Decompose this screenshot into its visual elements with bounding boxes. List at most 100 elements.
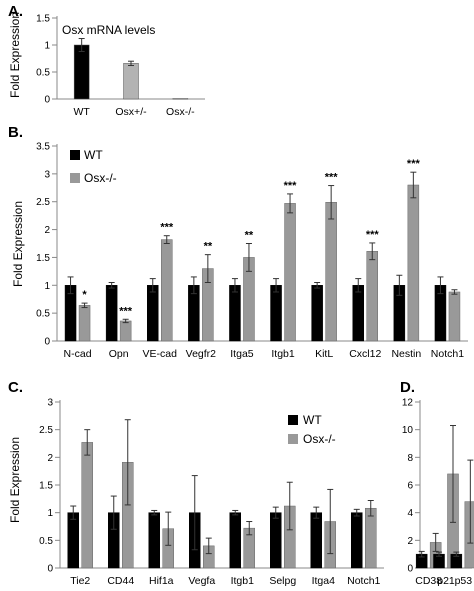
y-tick-label-c-1: 0.5	[39, 536, 53, 547]
panel-b: B. Fold Expression 00.511.522.533.5 ****…	[8, 124, 468, 360]
legend-label-ko-c: Osx-/-	[303, 432, 336, 446]
x-tick-label-b-6: KitL	[315, 348, 333, 360]
legend-swatch-wt-c	[288, 415, 298, 425]
x-tick-label-b-9: Notch1	[431, 348, 464, 360]
bar-b-s0-4	[229, 285, 241, 342]
x-tick-label-b-0: N-cad	[64, 348, 92, 360]
panel-a: A. Fold Expression 0 0.5 1 1.5 Osx mRNA lev…	[8, 3, 205, 118]
y-tick-label-b-7: 3.5	[36, 142, 50, 153]
x-tick-label-a-0: WT	[74, 106, 91, 118]
y-tick-label-b-4: 2	[44, 225, 50, 236]
bar-c-s0-6	[310, 512, 322, 569]
significance-mark-b-4: **	[245, 230, 254, 242]
y-axis-label-c: Fold Expression	[8, 437, 22, 523]
y-tick-label-d-2: 4	[407, 508, 413, 519]
y-tick-label-d-5: 10	[402, 425, 414, 436]
bar-a-1	[123, 63, 139, 100]
x-tick-label-a-2: Osx-/-	[166, 106, 195, 118]
x-tick-label-c-2: Hif1a	[149, 575, 174, 587]
bar-b-s1-2	[161, 239, 173, 342]
bar-c-s0-0	[67, 512, 79, 569]
x-tick-label-d-2: p53	[455, 575, 473, 587]
y-tick-label-b-5: 2.5	[36, 197, 50, 208]
bar-b-s0-5	[270, 285, 282, 342]
significance-mark-b-2: ***	[160, 222, 174, 234]
bar-b-s0-1	[105, 285, 118, 342]
panel-letter-c: C.	[8, 379, 23, 396]
significance-mark-b-6: ***	[325, 172, 339, 184]
bar-c-s1-0	[81, 442, 93, 569]
bar-b-s0-6	[311, 285, 323, 342]
bar-b-s1-5	[284, 203, 296, 342]
y-tick-label-d-6: 12	[402, 398, 414, 409]
x-tick-label-b-1: Opn	[109, 348, 129, 360]
legend-swatch-wt	[70, 150, 80, 160]
x-tick-label-b-3: Vegfr2	[186, 348, 217, 360]
x-tick-label-a-1: Osx+/-	[115, 106, 147, 118]
y-tick-label-c-2: 1	[47, 508, 53, 519]
y-tick-label-c-4: 2	[47, 453, 53, 464]
y-tick-label-d-3: 6	[407, 481, 413, 492]
y-tick-label-c-3: 1.5	[39, 481, 53, 492]
legend-c: WT Osx-/-	[288, 413, 336, 446]
significance-mark-b-1: ***	[119, 305, 133, 317]
y-axis-label-b: Fold Expression	[11, 201, 25, 287]
bar-c-s1-7	[365, 507, 377, 569]
bar-b-s1-6	[325, 202, 337, 342]
y-tick-label-d-0: 0	[407, 564, 413, 575]
bar-b-s0-2	[147, 285, 159, 342]
significance-mark-b-7: ***	[366, 229, 380, 241]
x-tick-label-b-5: Itgb1	[271, 348, 295, 360]
x-tick-label-c-3: Vegfa	[188, 575, 215, 587]
bar-b-s1-9	[448, 291, 461, 342]
significance-mark-b-3: **	[204, 241, 213, 253]
x-tick-label-c-4: Itgb1	[231, 575, 255, 587]
x-tick-label-d-1: p21	[437, 575, 455, 587]
y-tick-label-a-0: 0	[44, 95, 50, 106]
bar-b-s0-7	[352, 285, 364, 342]
panel-letter-b: B.	[8, 124, 23, 141]
bar-b-s1-0	[78, 305, 91, 342]
legend-label-wt-c: WT	[303, 413, 322, 427]
y-axis-label-a: Fold Expression	[8, 12, 22, 98]
significance-mark-b-8: ***	[407, 158, 421, 170]
bar-c-s0-2	[148, 512, 160, 569]
legend-b: WT Osx-/-	[70, 148, 117, 185]
bar-c-s0-4	[229, 512, 241, 569]
x-tick-label-b-7: Cxcl12	[349, 348, 381, 360]
y-tick-label-a-3: 1.5	[36, 14, 50, 25]
significance-mark-b-5: ***	[284, 180, 298, 192]
legend-swatch-ko-c	[288, 434, 298, 444]
bar-a-0	[73, 44, 90, 100]
legend-label-wt: WT	[84, 148, 103, 162]
x-tick-label-c-5: Selpg	[269, 575, 296, 587]
x-tick-label-c-6: Itga4	[312, 575, 336, 587]
x-tick-label-b-8: Nestin	[391, 348, 421, 360]
x-tick-label-c-7: Notch1	[347, 575, 380, 587]
bar-b-s1-1	[119, 320, 132, 342]
legend-swatch-ko	[70, 173, 80, 183]
bar-b-s1-7	[366, 251, 378, 342]
chart-title-a: Osx mRNA levels	[62, 23, 155, 37]
y-tick-label-b-2: 1	[44, 281, 50, 292]
bar-c-s0-7	[351, 512, 363, 569]
bar-d-s1-2	[464, 501, 474, 569]
x-tick-label-c-1: CD44	[107, 575, 134, 587]
y-tick-label-b-1: 0.5	[36, 309, 50, 320]
panel-letter-a: A.	[8, 3, 23, 20]
bar-b-s1-8	[407, 184, 420, 342]
y-tick-label-c-0: 0	[47, 564, 53, 575]
bar-a-2	[172, 98, 189, 100]
significance-mark-b-0: *	[82, 289, 87, 301]
panel-letter-d: D.	[400, 379, 415, 396]
x-tick-label-d-0: CD38	[415, 575, 442, 587]
bar-c-s0-5	[270, 512, 282, 569]
y-tick-label-c-6: 3	[47, 398, 53, 409]
y-tick-label-d-1: 2	[407, 536, 413, 547]
y-tick-label-c-5: 2.5	[39, 425, 53, 436]
y-tick-label-a-2: 1	[44, 41, 50, 52]
y-tick-label-a-1: 0.5	[36, 68, 50, 79]
y-tick-label-b-0: 0	[44, 337, 50, 348]
